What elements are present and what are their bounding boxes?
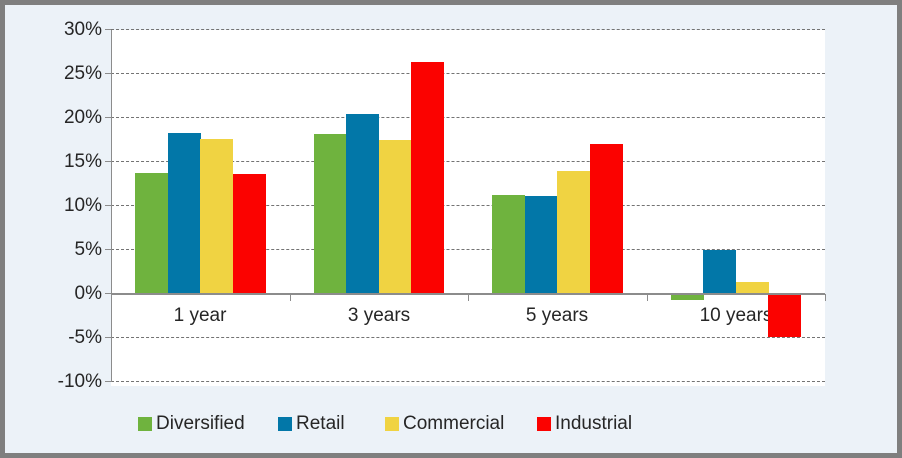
gridline-30%: [111, 29, 825, 30]
x-axis-label-10-years: 10 years: [699, 305, 773, 326]
bar-commercial-5-years: [557, 171, 590, 294]
bar-commercial-1-year: [200, 139, 233, 294]
y-tick-25%: [105, 73, 111, 74]
bar-commercial-10-years: [736, 282, 769, 294]
gridline-25%: [111, 73, 825, 74]
y-axis-label: 0%: [74, 283, 102, 304]
y-axis-label: -10%: [57, 371, 102, 392]
bar-diversified-1-year: [135, 173, 168, 294]
y-axis-line: [111, 30, 112, 382]
legend-item-commercial: Commercial: [385, 410, 504, 438]
gridline-15%: [111, 161, 825, 162]
y-tick-30%: [105, 29, 111, 30]
bar-commercial-3-years: [379, 140, 412, 294]
gridline--5%: [111, 337, 825, 338]
industrial-swatch-icon: [537, 417, 551, 431]
bar-diversified-3-years: [314, 134, 347, 294]
y-axis-label: 5%: [74, 239, 102, 260]
gridline-10%: [111, 205, 825, 206]
x-tick-0: [111, 294, 112, 301]
y-axis-label: 30%: [63, 19, 102, 40]
retail-swatch-icon: [278, 417, 292, 431]
y-axis-label: 10%: [63, 195, 102, 216]
legend-label-diversified: Diversified: [156, 413, 245, 434]
y-tick--5%: [105, 337, 111, 338]
x-tick-3: [647, 294, 648, 301]
legend-item-diversified: Diversified: [138, 410, 245, 438]
y-tick--10%: [105, 381, 111, 382]
legend-label-retail: Retail: [296, 413, 345, 434]
y-tick-0%: [105, 293, 111, 294]
x-axis-label-1-year: 1 year: [173, 305, 227, 326]
y-tick-20%: [105, 117, 111, 118]
bar-industrial-5-years: [590, 144, 623, 294]
x-tick-2: [468, 294, 469, 301]
y-axis-label: 20%: [63, 107, 102, 128]
legend-item-retail: Retail: [278, 410, 345, 438]
bar-retail-1-year: [168, 133, 201, 294]
y-tick-5%: [105, 249, 111, 250]
x-axis-label-5-years: 5 years: [525, 305, 589, 326]
bar-diversified-5-years: [492, 195, 525, 294]
y-tick-15%: [105, 161, 111, 162]
commercial-swatch-icon: [385, 417, 399, 431]
gridline--10%: [111, 381, 825, 382]
legend-item-industrial: Industrial: [537, 410, 632, 438]
y-axis-label: 15%: [63, 151, 102, 172]
x-tick-4: [825, 294, 826, 301]
y-tick-10%: [105, 205, 111, 206]
x-tick-1: [290, 294, 291, 301]
legend-label-industrial: Industrial: [555, 413, 633, 434]
legend-label-commercial: Commercial: [403, 413, 505, 434]
y-axis-label: 25%: [63, 63, 102, 84]
legend: Diversified Retail Commercial Industrial: [5, 410, 897, 438]
x-axis-label-3-years: 3 years: [347, 305, 411, 326]
gridline-20%: [111, 117, 825, 118]
y-axis-label: -5%: [68, 327, 102, 348]
bar-industrial-10-years: [768, 295, 801, 337]
bar-diversified-10-years: [671, 295, 704, 300]
bar-retail-5-years: [525, 196, 558, 294]
bar-industrial-3-years: [411, 62, 444, 294]
bar-industrial-1-year: [233, 174, 266, 294]
bar-retail-10-years: [703, 250, 736, 294]
bar-retail-3-years: [346, 114, 379, 294]
diversified-swatch-icon: [138, 417, 152, 431]
gridline-5%: [111, 249, 825, 250]
